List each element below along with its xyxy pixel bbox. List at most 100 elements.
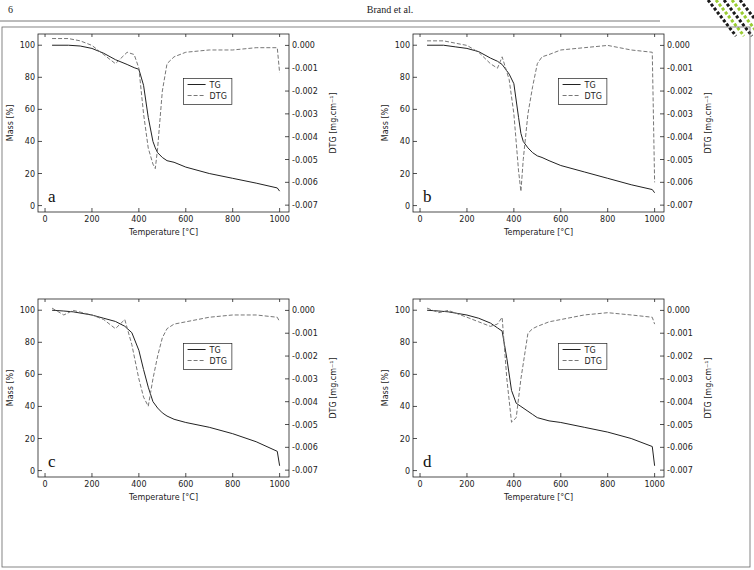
y-axis-title: Mass [%] xyxy=(6,370,15,407)
x-tick-top xyxy=(232,34,233,37)
panel-letter: b xyxy=(423,187,432,206)
y2-tick-label: -0.007 xyxy=(667,201,693,210)
y2-axis-title: DTG [mg.cm⁻¹] xyxy=(704,92,713,153)
x-tick xyxy=(654,208,655,212)
x-tick-top xyxy=(466,34,467,37)
x-tick-top xyxy=(185,299,186,302)
x-tick-top xyxy=(138,299,139,302)
y2-tick xyxy=(660,424,664,425)
y-tick-label: 40 xyxy=(400,137,410,146)
legend-label: DTG xyxy=(210,92,227,101)
y2-tick xyxy=(660,136,664,137)
y-tick xyxy=(413,45,417,46)
series-line xyxy=(427,45,655,193)
x-tick-label: 1000 xyxy=(644,215,664,224)
x-tick xyxy=(607,473,608,477)
plot-frame xyxy=(413,34,664,212)
x-tick xyxy=(232,208,233,212)
y2-tick-label: -0.007 xyxy=(292,466,318,475)
y2-axis-title: DTG [mg.cm⁻¹] xyxy=(704,357,713,418)
y-tick xyxy=(38,205,42,206)
legend-swatch xyxy=(188,349,206,350)
y-tick-label: 0 xyxy=(30,467,35,476)
y-tick xyxy=(38,406,42,407)
x-tick-label: 600 xyxy=(178,480,193,489)
y-tick-label: 20 xyxy=(25,435,35,444)
y2-tick xyxy=(285,378,289,379)
legend-label: DTG xyxy=(210,357,227,366)
y2-tick-label: -0.001 xyxy=(292,64,318,73)
y-tick xyxy=(38,45,42,46)
legend-box xyxy=(559,344,607,370)
plot-frame xyxy=(38,34,289,212)
y-tick xyxy=(38,310,42,311)
legend-swatch xyxy=(563,349,581,350)
y2-tick xyxy=(285,470,289,471)
x-tick xyxy=(138,208,139,212)
y2-axis-title: DTG [mg.cm⁻¹] xyxy=(329,357,338,418)
x-tick xyxy=(607,208,608,212)
x-tick xyxy=(466,473,467,477)
y2-tick-label: -0.006 xyxy=(667,178,693,187)
series-line xyxy=(427,310,655,466)
legend-label: TG xyxy=(584,81,596,90)
x-tick xyxy=(91,208,92,212)
y2-tick xyxy=(285,447,289,448)
stripe xyxy=(740,0,754,36)
page-number: 6 xyxy=(8,4,13,15)
y-tick xyxy=(413,470,417,471)
y2-tick-label: -0.002 xyxy=(292,87,318,96)
y-tick-label: 60 xyxy=(400,105,410,114)
x-axis-title: Temperature [°C] xyxy=(503,228,573,237)
y-tick-label: 100 xyxy=(395,306,410,315)
x-tick-top xyxy=(513,299,514,302)
y-tick-label: 80 xyxy=(400,73,410,82)
y2-tick xyxy=(285,310,289,311)
y2-tick xyxy=(660,45,664,46)
y2-tick xyxy=(285,401,289,402)
x-tick-label: 0 xyxy=(417,215,422,224)
legend: TG DTG xyxy=(559,79,607,105)
y-tick xyxy=(413,141,417,142)
x-tick-label: 0 xyxy=(42,480,47,489)
y2-tick-label: -0.007 xyxy=(667,466,693,475)
y-tick xyxy=(38,109,42,110)
x-tick-label: 800 xyxy=(225,215,240,224)
legend-swatch xyxy=(188,95,206,96)
legend-box xyxy=(184,344,232,370)
y2-tick-label: -0.001 xyxy=(667,329,693,338)
x-tick xyxy=(185,208,186,212)
x-tick-label: 600 xyxy=(553,215,568,224)
y2-tick-label: -0.006 xyxy=(292,178,318,187)
y2-tick-label: -0.001 xyxy=(292,329,318,338)
x-tick-label: 400 xyxy=(506,215,521,224)
y2-tick-label: -0.004 xyxy=(667,398,693,407)
y-tick xyxy=(413,77,417,78)
y2-tick xyxy=(285,424,289,425)
x-tick xyxy=(279,473,280,477)
legend: TGDTG xyxy=(184,79,232,105)
y2-tick xyxy=(660,401,664,402)
y2-tick-label: -0.006 xyxy=(292,443,318,452)
x-tick-top xyxy=(279,299,280,302)
y2-tick xyxy=(660,205,664,206)
y-tick-label: 100 xyxy=(20,41,35,50)
y2-tick-label: -0.005 xyxy=(667,421,693,430)
x-tick-label: 200 xyxy=(84,480,99,489)
y2-tick-label: 0.000 xyxy=(292,306,315,315)
series-line xyxy=(52,308,280,406)
legend-label: DTG xyxy=(585,92,602,101)
y2-tick xyxy=(285,159,289,160)
y-tick-label: 20 xyxy=(400,435,410,444)
x-tick xyxy=(138,473,139,477)
x-tick-label: 800 xyxy=(600,480,615,489)
y-tick xyxy=(38,77,42,78)
y2-tick xyxy=(660,159,664,160)
y2-tick-label: -0.007 xyxy=(292,201,318,210)
panel-letter: c xyxy=(48,452,56,471)
y2-axis-title: DTG [mg.cm⁻¹] xyxy=(329,92,338,153)
x-tick-top xyxy=(138,34,139,37)
y-tick-label: 80 xyxy=(25,73,35,82)
y2-tick-label: -0.004 xyxy=(667,133,693,142)
x-tick-label: 0 xyxy=(417,480,422,489)
